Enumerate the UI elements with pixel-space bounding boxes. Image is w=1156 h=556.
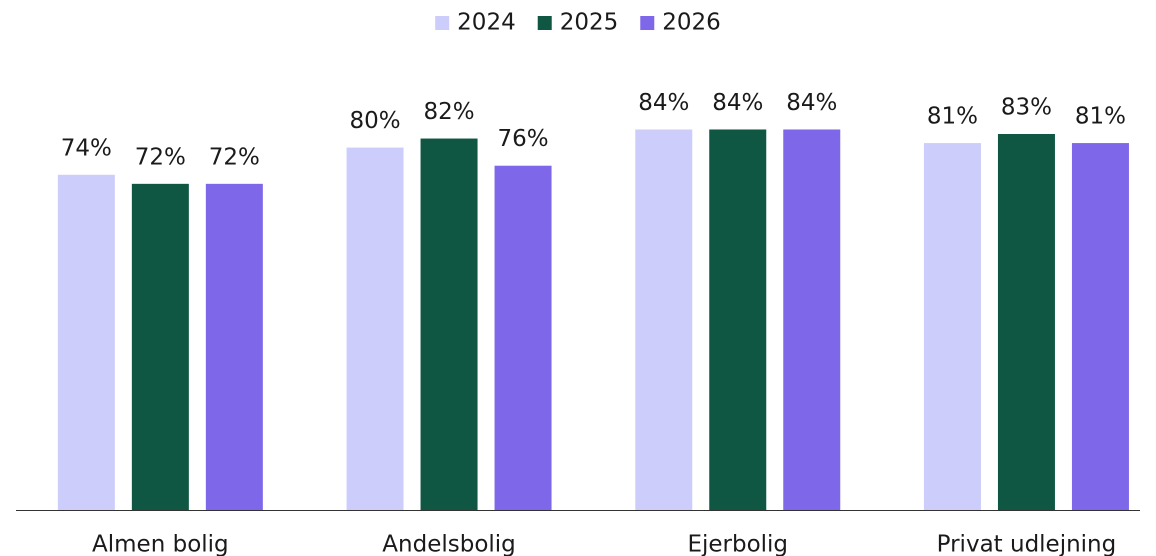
bar: [997, 134, 1055, 510]
legend-label: 2024: [457, 10, 516, 36]
legend-swatch: [537, 16, 552, 30]
x-tick-label: Privat udlejning: [937, 532, 1117, 556]
value-label: 80%: [349, 108, 400, 134]
bar: [420, 138, 478, 511]
value-label: 84%: [786, 90, 837, 116]
value-label: 81%: [927, 104, 978, 130]
bar: [635, 129, 693, 511]
bar: [494, 165, 552, 510]
bar: [57, 174, 115, 510]
bar: [346, 147, 404, 510]
value-label: 84%: [712, 90, 763, 116]
x-tick-label: Ejerbolig: [687, 532, 788, 556]
value-label: 72%: [209, 144, 260, 170]
bar: [783, 129, 841, 511]
legend-label: 2026: [662, 10, 721, 36]
value-label: 74%: [61, 135, 112, 161]
bar: [923, 143, 981, 510]
bar: [205, 183, 263, 510]
value-label: 84%: [638, 90, 689, 116]
value-label: 72%: [135, 144, 186, 170]
x-tick-label: Almen bolig: [92, 532, 229, 556]
value-label: 82%: [423, 99, 474, 125]
value-label: 81%: [1075, 104, 1126, 130]
legend-swatch: [435, 16, 450, 30]
bar: [709, 129, 767, 511]
value-label: 83%: [1001, 95, 1052, 121]
x-tick-label: Andelsbolig: [382, 532, 516, 556]
legend-label: 2025: [560, 10, 619, 36]
value-label: 76%: [497, 126, 548, 152]
bar: [1071, 143, 1129, 510]
legend-swatch: [640, 16, 655, 30]
bar: [131, 183, 189, 510]
